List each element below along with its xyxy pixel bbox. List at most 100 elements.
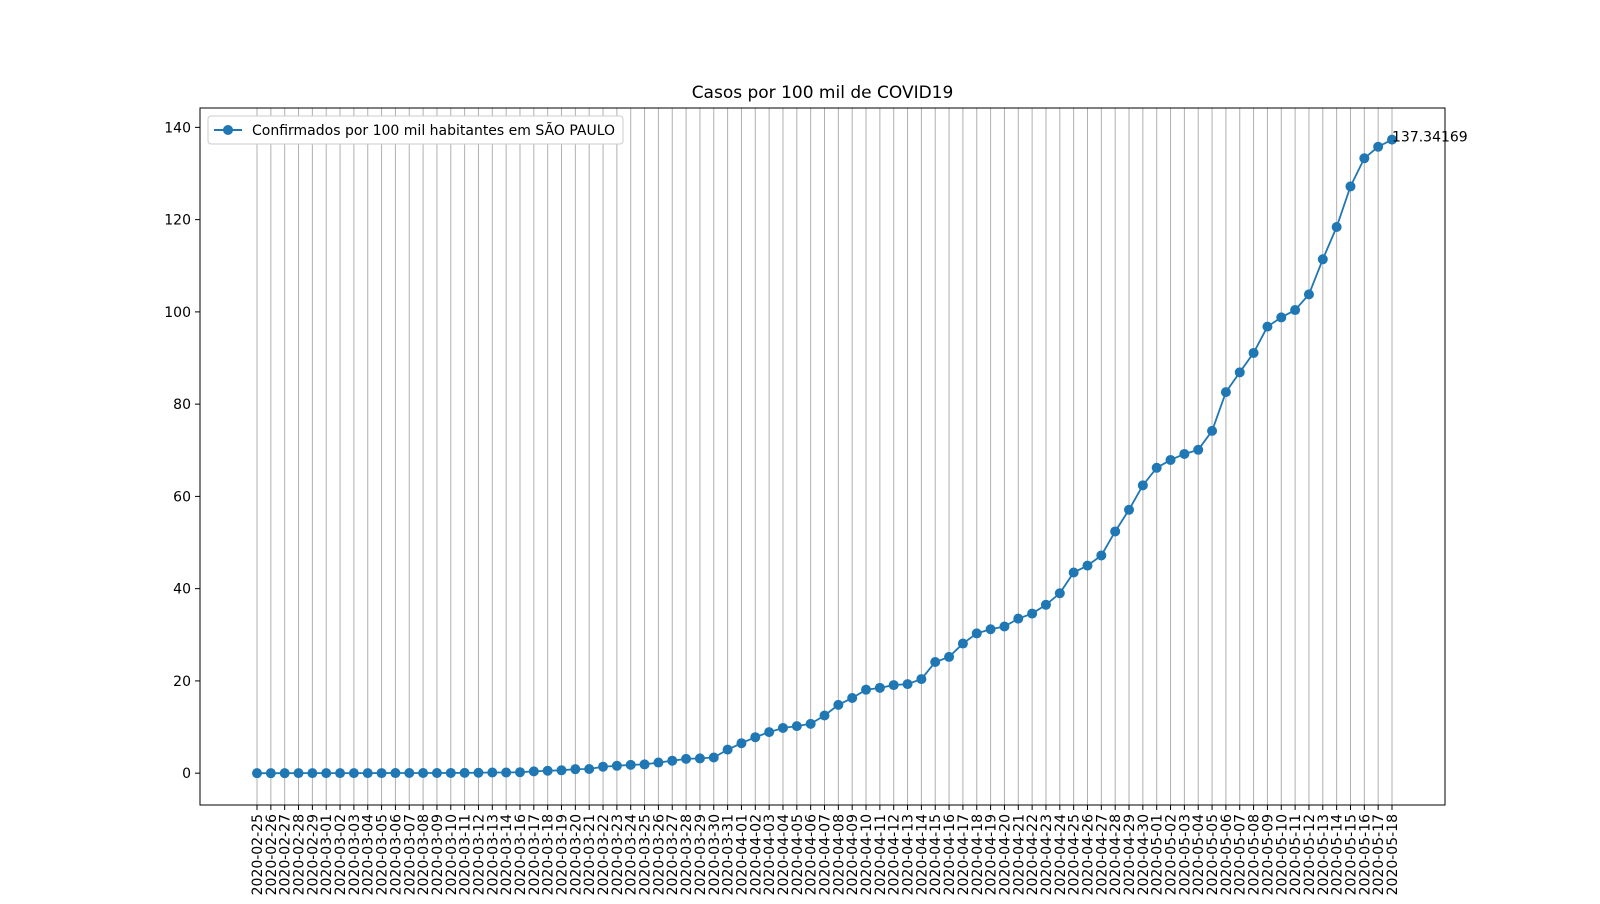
y-tick-label: 140 <box>164 120 191 136</box>
x-tick-label: 2020-04-24 <box>1053 814 1069 895</box>
x-tick-label: 2020-04-07 <box>818 814 834 895</box>
data-point <box>985 624 996 635</box>
x-tick-label: 2020-03-18 <box>541 814 557 895</box>
data-point <box>390 768 401 779</box>
x-tick-label: 2020-03-11 <box>458 814 474 895</box>
x-tick-label: 2020-05-05 <box>1205 814 1221 895</box>
data-point <box>307 768 318 779</box>
x-tick-label: 2020-04-15 <box>928 814 944 895</box>
x-tick-label: 2020-04-28 <box>1108 814 1124 895</box>
y-tick-label: 80 <box>173 397 191 413</box>
data-point <box>1137 480 1148 491</box>
x-tick-label: 2020-03-04 <box>361 814 377 895</box>
x-tick-label: 2020-03-24 <box>624 814 640 895</box>
data-point <box>847 692 858 703</box>
y-tick-label: 20 <box>173 674 191 690</box>
data-point <box>321 768 332 779</box>
legend: Confirmados por 100 mil habitantes em SÃ… <box>207 115 624 145</box>
data-point <box>722 744 733 755</box>
x-tick-label: 2020-03-26 <box>651 814 667 895</box>
data-point <box>265 768 276 779</box>
data-point <box>570 764 581 775</box>
x-tick-label: 2020-05-15 <box>1343 814 1359 895</box>
x-tick-label: 2020-04-08 <box>831 814 847 895</box>
data-point <box>888 680 899 691</box>
x-tick-label: 2020-04-11 <box>873 814 889 895</box>
data-point <box>252 768 262 779</box>
x-tick-label: 2020-04-12 <box>887 814 903 895</box>
legend-series-label: Confirmados por 100 mil habitantes em SÃ… <box>252 122 615 139</box>
data-point <box>861 684 872 695</box>
x-tick-label: 2020-04-05 <box>790 814 806 895</box>
data-point <box>1387 134 1397 145</box>
x-tick-label: 2020-05-08 <box>1247 814 1263 895</box>
x-tick-label: 2020-03-29 <box>693 814 709 895</box>
data-point <box>1248 347 1259 358</box>
data-point <box>999 621 1010 632</box>
x-tick-label: 2020-04-30 <box>1136 814 1152 895</box>
data-point <box>542 765 553 776</box>
x-tick-label: 2020-04-17 <box>956 814 972 895</box>
data-point <box>916 674 927 685</box>
data-point <box>556 765 567 776</box>
data-point <box>1234 367 1245 378</box>
data-point <box>348 768 359 779</box>
data-point <box>1345 181 1356 192</box>
data-point <box>639 759 650 770</box>
x-tick-label: 2020-02-26 <box>264 814 280 895</box>
x-tick-label: 2020-04-04 <box>776 814 792 895</box>
x-tick-label: 2020-04-14 <box>914 814 930 895</box>
data-point <box>1013 613 1024 624</box>
x-tick-label: 2020-05-10 <box>1274 814 1290 895</box>
x-tick-label: 2020-03-03 <box>347 814 363 895</box>
data-point <box>1054 588 1065 599</box>
data-point <box>1193 444 1204 455</box>
data-point <box>1096 550 1107 561</box>
x-tick-label: 2020-04-27 <box>1094 814 1110 895</box>
data-point <box>1373 141 1384 152</box>
data-point <box>681 753 692 764</box>
x-tick-label: 2020-04-22 <box>1025 814 1041 895</box>
data-point <box>293 768 304 779</box>
x-tick-label: 2020-03-19 <box>555 814 571 895</box>
x-tick-label: 2020-03-06 <box>388 814 404 895</box>
x-tick-label: 2020-05-06 <box>1219 814 1235 895</box>
x-tick-label: 2020-03-20 <box>568 814 584 895</box>
x-tick-label: 2020-04-18 <box>970 814 986 895</box>
data-point <box>1290 305 1301 316</box>
data-point <box>514 767 525 778</box>
grid-layer <box>256 108 1393 805</box>
x-tick-label: 2020-03-01 <box>319 814 335 895</box>
series-layer <box>252 134 1397 779</box>
data-point <box>376 768 387 779</box>
x-tick-label: 2020-04-13 <box>901 814 917 895</box>
data-point <box>971 628 982 639</box>
y-axis: 0 20 40 60 80 100 120 140 <box>164 120 200 782</box>
x-tick-label: 2020-03-13 <box>485 814 501 895</box>
x-tick-label: 2020-04-06 <box>804 814 820 895</box>
x-tick-label: 2020-05-17 <box>1371 814 1387 895</box>
x-tick-label: 2020-05-16 <box>1357 814 1373 895</box>
data-point <box>1207 425 1218 436</box>
x-tick-label: 2020-02-25 <box>250 814 266 895</box>
data-point <box>1262 321 1273 332</box>
x-tick-label: 2020-03-17 <box>527 814 543 895</box>
x-tick-label: 2020-05-09 <box>1260 814 1276 895</box>
data-point <box>625 759 636 770</box>
data-point <box>1165 454 1176 465</box>
data-point <box>1359 153 1370 164</box>
data-point <box>1276 312 1287 323</box>
data-point <box>1027 608 1038 619</box>
x-tick-label: 2020-05-04 <box>1191 814 1207 895</box>
x-tick-label: 2020-03-02 <box>333 814 349 895</box>
x-tick-label: 2020-04-23 <box>1039 814 1055 895</box>
x-tick-label: 2020-03-09 <box>430 814 446 895</box>
x-tick-label: 2020-03-22 <box>596 814 612 895</box>
data-point <box>335 768 346 779</box>
data-point <box>1110 526 1121 537</box>
data-point <box>736 738 747 749</box>
legend-box <box>207 115 624 145</box>
x-tick-label: 2020-04-29 <box>1122 814 1138 895</box>
